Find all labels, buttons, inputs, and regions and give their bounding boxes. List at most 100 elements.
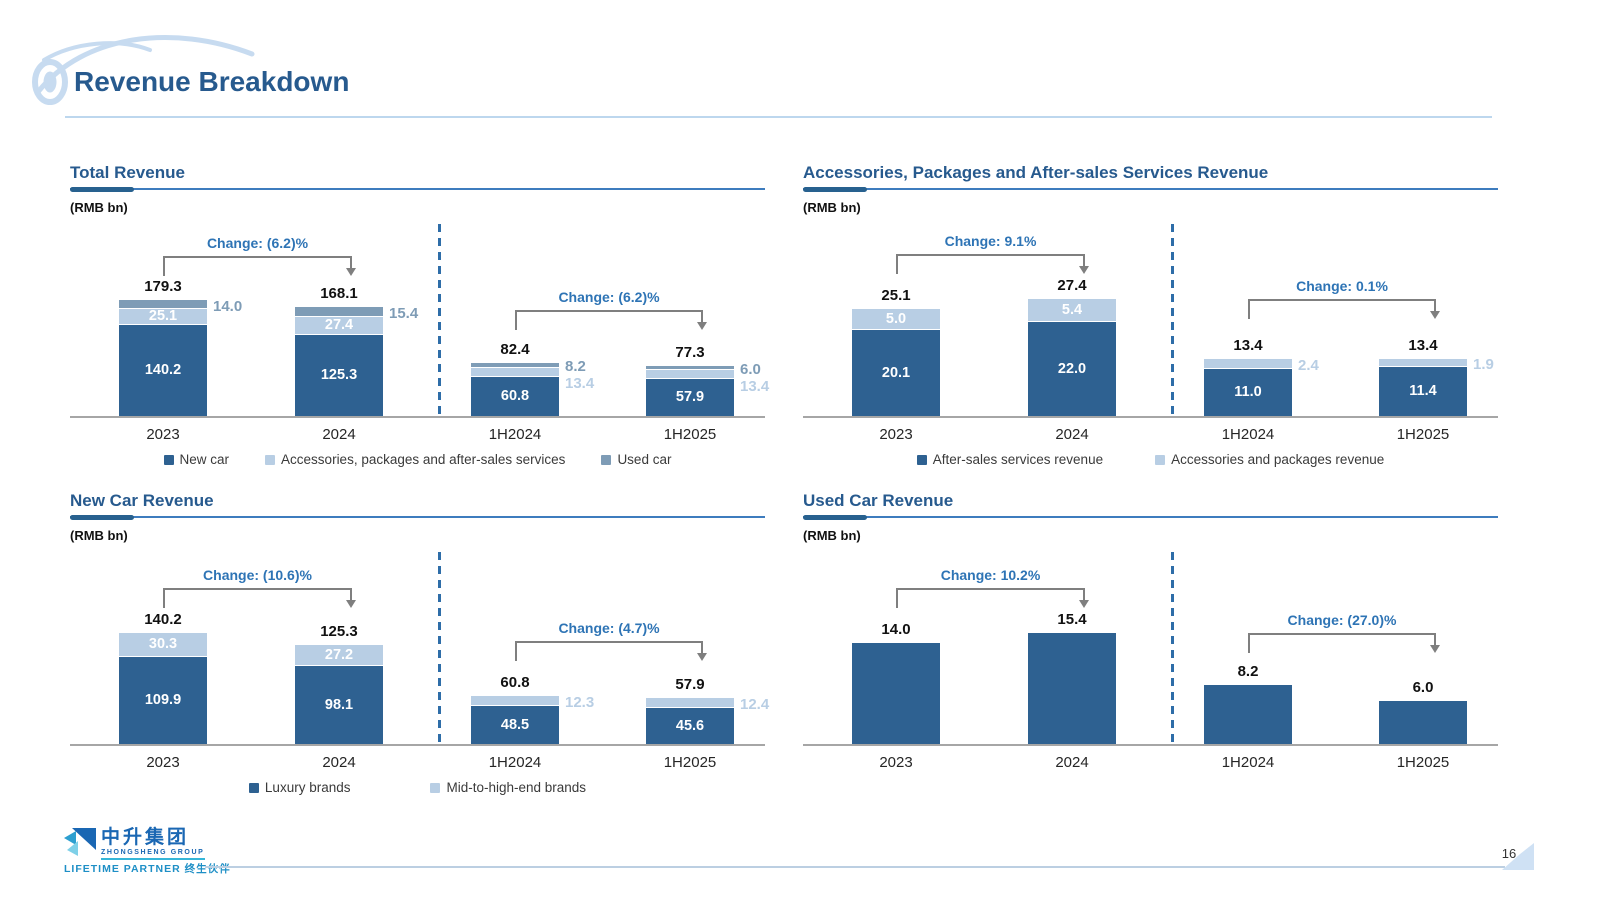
total-value-label: 25.1: [881, 286, 911, 304]
segment-value-label: 14.0: [213, 297, 243, 315]
bracket-right-tick: [1434, 299, 1436, 311]
company-tagline: LIFETIME PARTNER 终生伙伴: [64, 863, 231, 875]
total-value-label: 82.4: [500, 340, 530, 358]
change-label: Change: (6.2)%: [558, 289, 660, 305]
bar-2024: 22.0 5.4: [1028, 299, 1116, 416]
period-divider: [438, 552, 441, 746]
bracket-right-tick: [1434, 633, 1436, 645]
legend: Luxury brands Mid-to-high-end brands: [70, 780, 765, 795]
side-value-labels: 1.9: [1473, 356, 1494, 373]
footer-divider: [205, 866, 1505, 868]
category-label: 2024: [322, 754, 356, 771]
bracket-right-tick: [1083, 588, 1085, 600]
side-value-labels: 14.0: [213, 298, 242, 315]
bracket-left-tick: [515, 641, 517, 661]
chart-panel-total-revenue: Total Revenue (RMB bn) 140.2 25.1 179.3 14.…: [70, 160, 769, 482]
bar-segment: [119, 300, 207, 310]
bar-segment: 140.2: [119, 325, 207, 416]
segment-value-label: 8.2: [565, 358, 586, 376]
company-logo: 中升集团 ZHONGSHENG GROUP: [64, 828, 205, 862]
unit-label: (RMB bn): [803, 528, 861, 543]
bar-segment: 30.3: [119, 633, 207, 657]
company-logo-cn: 中升集团: [101, 827, 190, 848]
change-label: Change: (10.6)%: [203, 567, 312, 583]
bar-segment: [646, 369, 734, 379]
category-label: 2023: [879, 754, 913, 771]
bar-2023: 109.9 30.3: [119, 633, 207, 744]
arrow-down-icon: [697, 322, 708, 330]
bar-segment: 60.8: [471, 376, 559, 416]
legend: After-sales services revenue Accessories …: [803, 452, 1498, 467]
bar-segment: 25.1: [119, 308, 207, 326]
segment-value-label: 125.3: [320, 367, 358, 384]
bar-2023: 20.1 5.0: [852, 308, 940, 416]
segment-value-label: 15.4: [389, 305, 419, 323]
category-label: 1H2025: [1396, 426, 1450, 443]
bar-2023: 140.2 25.1: [119, 300, 207, 416]
bracket-left-tick: [163, 256, 165, 276]
bar-segment: 27.2: [295, 644, 383, 667]
arrow-down-icon: [1430, 311, 1441, 319]
bracket-right-tick: [350, 588, 352, 600]
segment-value-label: 27.2: [324, 646, 354, 663]
segment-value-label: 2.4: [1298, 356, 1319, 374]
segment-value-label: 22.0: [1057, 360, 1087, 377]
company-logo-rule: [101, 858, 205, 860]
bracket-left-tick: [896, 588, 898, 608]
side-value-labels: 15.4: [389, 305, 418, 322]
change-arrow: [515, 310, 708, 332]
change-label: Change: 10.2%: [940, 567, 1041, 583]
segment-value-label: 11.4: [1409, 383, 1437, 400]
segment-value-label: 60.8: [500, 388, 530, 405]
bar-segment: 98.1: [295, 666, 383, 744]
legend-swatch: [163, 454, 174, 465]
segment-value-label: 48.5: [500, 716, 530, 733]
bar-segment: 109.9: [119, 657, 207, 744]
bar-2023: [852, 643, 940, 744]
segment-value-label: 25.1: [148, 308, 178, 325]
change-arrow: [896, 588, 1090, 610]
legend-label: Accessories and packages revenue: [1171, 452, 1385, 467]
segment-value-label: 57.9: [675, 389, 705, 406]
header-divider: [65, 116, 1492, 118]
bar-segment: [1379, 359, 1467, 368]
bar-segment: 45.6: [646, 707, 734, 744]
legend-swatch: [248, 782, 259, 793]
category-label: 1H2024: [1221, 426, 1275, 443]
side-value-labels: 6.0 13.4: [740, 361, 769, 395]
bar-1H2025: 57.9: [646, 366, 734, 416]
legend-item: Accessories, packages and after-sales se…: [265, 452, 565, 467]
period-divider: [438, 224, 441, 418]
segment-value-label: 13.4: [565, 375, 595, 393]
change-arrow: [896, 254, 1090, 276]
bar-2024: [1028, 633, 1116, 744]
bar-segment: [646, 698, 734, 708]
segment-value-label: 5.0: [885, 310, 907, 327]
bracket-line: [163, 256, 352, 258]
legend-swatch: [601, 454, 612, 465]
category-label: 1H2024: [1221, 754, 1275, 771]
bracket-right-tick: [701, 310, 703, 322]
unit-label: (RMB bn): [70, 528, 128, 543]
bracket-left-tick: [1248, 299, 1250, 319]
segment-value-label: 5.4: [1061, 301, 1083, 318]
bar-segment: 11.0: [1204, 369, 1292, 416]
segment-value-label: 12.3: [565, 693, 595, 711]
category-label: 2024: [322, 426, 356, 443]
total-value-label: 27.4: [1057, 277, 1087, 294]
segment-value-label: 140.2: [144, 362, 182, 379]
legend-label: Luxury brands: [264, 780, 351, 795]
legend-swatch: [916, 454, 927, 465]
bracket-left-tick: [515, 310, 517, 330]
title-underline: [70, 186, 765, 192]
category-label: 2023: [146, 426, 180, 443]
category-axis: 2023 2024 1H2024 1H2025: [70, 754, 765, 774]
chart-title: Accessories, Packages and After-sales Se…: [803, 163, 1269, 182]
segment-value-label: 1.9: [1473, 356, 1494, 374]
side-value-labels: 8.2 13.4: [565, 358, 594, 392]
bracket-line: [515, 310, 703, 312]
segment-value-label: 30.3: [148, 636, 178, 653]
title-underline: [803, 514, 1498, 520]
segment-value-label: 11.0: [1234, 384, 1262, 401]
legend-swatch: [1155, 454, 1166, 465]
